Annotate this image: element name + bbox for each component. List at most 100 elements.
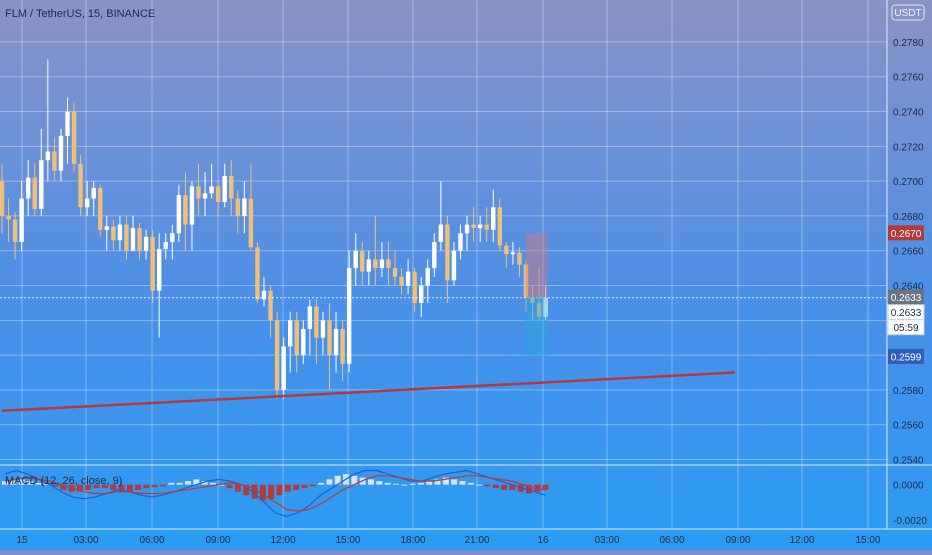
candle-body xyxy=(189,186,195,225)
macd-histogram-bar xyxy=(509,484,516,490)
x-tick-label: 18:00 xyxy=(400,535,425,546)
macd-histogram-bar xyxy=(93,484,100,489)
macd-histogram-bar xyxy=(409,483,416,485)
macd-histogram-bar xyxy=(442,477,449,485)
candle-body xyxy=(215,186,221,202)
macd-histogram-bar xyxy=(135,484,142,490)
candle-body xyxy=(39,160,44,209)
candle-body xyxy=(19,198,24,243)
candle-body xyxy=(52,151,57,171)
y-tick-label: 0.2640 xyxy=(893,282,924,293)
candle-body xyxy=(484,224,489,230)
candle-body xyxy=(242,198,247,216)
price-badge-target-bg xyxy=(888,348,924,364)
candle-body xyxy=(497,207,502,246)
macd-histogram-bar xyxy=(501,484,508,490)
x-tick-label: 12:00 xyxy=(789,535,814,546)
candle-body xyxy=(281,346,286,390)
candle-body xyxy=(536,302,542,317)
macd-histogram-bar xyxy=(2,481,8,485)
macd-histogram-bar xyxy=(176,482,183,485)
price-badge-last: 0.2633 xyxy=(891,293,922,304)
candle-body xyxy=(274,320,280,390)
candle-body xyxy=(58,135,64,171)
macd-histogram-bar xyxy=(367,479,374,485)
x-tick-label: 12:00 xyxy=(270,535,295,546)
currency-button[interactable] xyxy=(891,4,925,21)
macd-histogram-bar xyxy=(476,484,483,486)
macd-y-tick-label: -0.0020 xyxy=(893,516,927,527)
candle-body xyxy=(445,224,450,281)
candle-body xyxy=(386,259,391,269)
candle-body xyxy=(12,219,18,243)
y-tick-label: 0.2740 xyxy=(893,108,924,119)
macd-histogram-bar xyxy=(51,484,58,487)
candle-body xyxy=(143,236,149,251)
macd-histogram-bar xyxy=(26,481,33,485)
price-badge-stop: 0.2670 xyxy=(891,229,922,240)
price-badges: 0.2670 0.2633 0.2633 05:59 0.2599 xyxy=(887,225,925,364)
macd-histogram-bar xyxy=(467,482,474,485)
macd-histogram-bar xyxy=(60,484,67,490)
candle-body xyxy=(65,111,70,136)
macd-histogram-bar xyxy=(143,484,150,489)
x-tick-label: 21:00 xyxy=(464,535,489,546)
x-tick-label: 15:00 xyxy=(855,535,880,546)
x-tick-label: 09:00 xyxy=(725,535,750,546)
candle-body xyxy=(366,259,371,272)
candle-body xyxy=(294,320,299,356)
candle-body xyxy=(71,111,77,164)
candle-body xyxy=(98,188,103,230)
candle-body xyxy=(176,195,182,234)
candle-body xyxy=(517,252,522,265)
macd-histogram-bar xyxy=(276,484,283,496)
candle-body xyxy=(137,228,142,251)
macd-indicator-label: MACD (12, 26, close, 9) xyxy=(5,475,122,487)
candle-body xyxy=(209,186,214,194)
macd-histogram-bar xyxy=(309,484,316,487)
x-tick-label: 03:00 xyxy=(594,535,619,546)
macd-histogram-bar xyxy=(118,484,125,492)
candle-body xyxy=(379,259,385,269)
candle-body xyxy=(196,186,201,199)
candle-body xyxy=(124,224,129,251)
macd-histogram-bar xyxy=(126,484,133,492)
price-badge-stop-bg xyxy=(888,225,924,241)
grid xyxy=(0,0,932,530)
overlays xyxy=(0,233,887,413)
macd-histogram-bar xyxy=(218,484,225,486)
currency-label: USDT xyxy=(894,8,921,19)
macd-histogram-bar xyxy=(401,484,408,486)
macd-histogram-bar xyxy=(542,484,549,490)
x-tick-label: 03:00 xyxy=(73,535,98,546)
macd-histogram-bar xyxy=(434,479,441,485)
macd-histogram-bar xyxy=(451,479,458,485)
candle-timer-bg xyxy=(887,319,925,336)
candle-body xyxy=(255,247,260,300)
candle-body xyxy=(327,320,332,356)
macd-histogram-bar xyxy=(110,484,117,490)
candle-body xyxy=(471,224,476,229)
candle-body xyxy=(111,226,116,241)
y-tick-label: 0.2760 xyxy=(893,73,924,84)
candle-body xyxy=(84,198,90,208)
macd-histogram-bar xyxy=(201,481,208,485)
x-tick-label: 15:00 xyxy=(335,535,360,546)
position-box-loss xyxy=(525,233,548,298)
candle-body xyxy=(150,236,155,291)
candle-body xyxy=(353,250,358,269)
macd-y-tick-label: 0.0000 xyxy=(893,481,924,492)
macd-histogram-bar xyxy=(384,482,391,485)
macd-histogram-bar xyxy=(35,482,42,485)
candle-body xyxy=(333,329,339,356)
macd-histogram-bar xyxy=(517,484,524,492)
price-badge-target: 0.2599 xyxy=(891,352,922,363)
candle-body xyxy=(307,306,313,330)
price-badge-current: 0.2633 xyxy=(891,308,922,319)
candle-body xyxy=(425,268,430,286)
macd-histogram-bar xyxy=(43,483,50,485)
candle-body xyxy=(419,285,424,303)
